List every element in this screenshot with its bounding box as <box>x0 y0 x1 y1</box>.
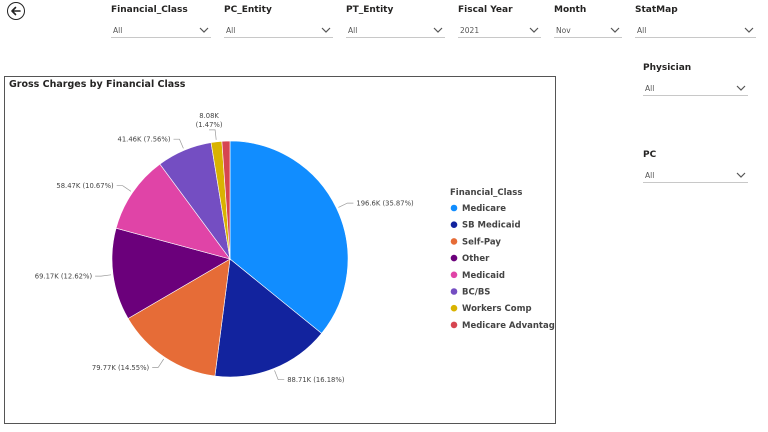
dropdown-value: 2021 <box>460 25 480 35</box>
filter-pc: PC All <box>643 149 748 183</box>
back-arrow-icon <box>11 6 21 16</box>
dropdown-value: All <box>645 170 655 180</box>
legend-title: Financial_Class <box>450 188 522 198</box>
filter-financial-class: Financial_Class All <box>111 4 211 38</box>
pt-entity-dropdown[interactable]: All <box>346 23 445 38</box>
pc-entity-dropdown[interactable]: All <box>224 23 333 38</box>
statmap-dropdown[interactable]: All <box>635 23 756 38</box>
filter-month: Month Nov <box>554 4 622 38</box>
leader-line <box>338 202 354 208</box>
legend-item[interactable]: SB Medicaid <box>462 221 521 231</box>
filter-pt-entity: PT_Entity All <box>346 4 445 38</box>
legend-swatch <box>450 204 458 212</box>
pie-slice-sb-medicaid[interactable] <box>214 258 323 378</box>
leader-line <box>152 358 164 368</box>
chevron-down-icon <box>529 27 539 33</box>
data-label: 79.77K (14.55%) <box>92 364 150 372</box>
legend-swatch <box>450 254 458 262</box>
legend-item[interactable]: Medicare Advantage <box>462 321 555 331</box>
pie-slice-medicare[interactable] <box>229 140 349 334</box>
financial-class-dropdown[interactable]: All <box>111 23 211 38</box>
filter-label: PC <box>643 150 657 160</box>
chevron-down-icon <box>744 27 754 33</box>
filter-fiscal-year: Fiscal Year 2021 <box>458 4 541 38</box>
legend-swatch <box>450 321 458 329</box>
month-dropdown[interactable]: Nov <box>554 23 622 38</box>
dropdown-value: All <box>637 25 647 35</box>
chevron-down-icon <box>736 85 746 91</box>
chevron-down-icon <box>610 27 620 33</box>
filter-label: StatMap <box>635 5 678 15</box>
filter-label: PT_Entity <box>346 5 394 15</box>
pie-chart: 196.6K (35.87%) 88.71K (16.18%) 79.77K (14… <box>35 112 555 384</box>
pie-slice-medicare-advantage[interactable] <box>221 140 231 260</box>
data-label: 196.6K (35.87%) <box>356 200 414 208</box>
filter-label: Fiscal Year <box>458 5 513 15</box>
legend-swatch <box>450 288 458 295</box>
leader-line <box>95 274 112 277</box>
chart-title: Gross Charges by Financial Class <box>9 79 186 90</box>
filter-physician: Physician All <box>643 62 748 96</box>
legend-swatch <box>450 304 458 312</box>
legend-swatch <box>450 221 458 228</box>
dropdown-value: All <box>645 83 655 93</box>
data-label: 58.47K (10.67%) <box>56 182 114 190</box>
data-label: 88.71K (16.18%) <box>287 376 345 384</box>
data-label: 69.17K (12.62%) <box>35 273 93 281</box>
legend-item[interactable]: Medicaid <box>462 271 505 281</box>
chevron-down-icon <box>433 27 443 33</box>
filter-label: Month <box>554 5 587 15</box>
dropdown-value: All <box>348 25 358 35</box>
dropdown-value: All <box>226 25 236 35</box>
filter-statmap: StatMap All <box>635 4 756 38</box>
leader-line <box>116 185 132 192</box>
legend-item[interactable]: Workers Comp <box>462 304 532 314</box>
legend-swatch <box>450 238 458 245</box>
data-label: 8.08K (1.47%) <box>196 112 223 129</box>
leader-line <box>173 138 184 149</box>
pie-slice-medicaid[interactable] <box>115 163 231 260</box>
fiscal-year-dropdown[interactable]: 2021 <box>458 23 541 38</box>
pie-slice-other[interactable] <box>111 227 231 319</box>
legend-item[interactable]: Other <box>462 254 490 264</box>
leader-line <box>209 129 217 140</box>
leader-line <box>274 370 285 381</box>
dropdown-value: Nov <box>556 25 571 35</box>
legend-item[interactable]: Self-Pay <box>462 237 501 247</box>
data-label: 41.46K (7.56%) <box>118 136 171 144</box>
filter-pc-entity: PC_Entity All <box>224 4 333 38</box>
filter-label: PC_Entity <box>224 5 272 15</box>
filter-label: Physician <box>643 63 692 73</box>
filter-label: Financial_Class <box>111 5 188 15</box>
chevron-down-icon <box>321 27 331 33</box>
chevron-down-icon <box>199 27 209 33</box>
chevron-down-icon <box>736 172 746 178</box>
legend-swatch <box>450 271 458 279</box>
dropdown-value: All <box>113 25 123 35</box>
back-button[interactable] <box>7 2 25 20</box>
physician-dropdown[interactable]: All <box>643 81 748 96</box>
pc-dropdown[interactable]: All <box>643 168 748 183</box>
legend-item[interactable]: BC/BS <box>462 288 490 298</box>
legend-item[interactable]: Medicare <box>462 204 506 214</box>
chart-card: Gross Charges by Financial Class 196.6K … <box>4 76 556 424</box>
pie-slice-self-pay[interactable] <box>127 258 231 377</box>
